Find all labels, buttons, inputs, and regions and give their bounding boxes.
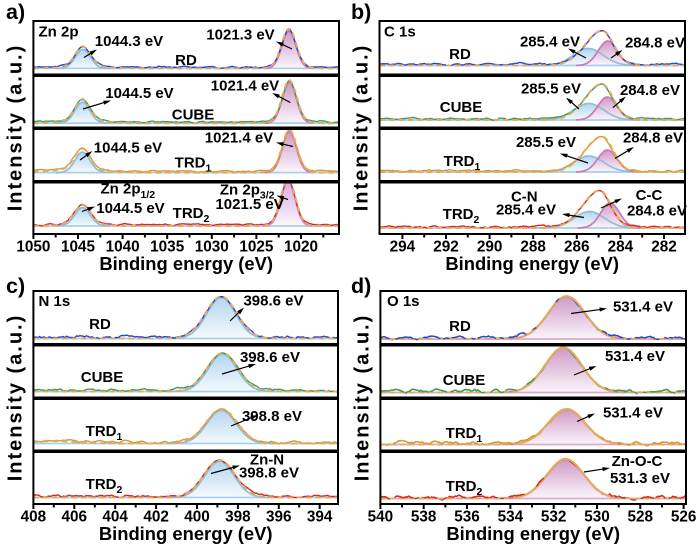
svg-text:CUBE: CUBE xyxy=(172,107,215,124)
svg-text:Binding energy (eV): Binding energy (eV) xyxy=(445,253,619,274)
svg-text:398.8 eV: 398.8 eV xyxy=(239,465,299,482)
svg-text:1025: 1025 xyxy=(239,239,274,256)
svg-text:1045: 1045 xyxy=(61,239,96,256)
svg-text:284.8 eV: 284.8 eV xyxy=(620,82,680,99)
svg-text:528: 528 xyxy=(628,509,654,526)
svg-text:O 1s: O 1s xyxy=(387,293,420,310)
svg-text:1021.4 eV: 1021.4 eV xyxy=(211,78,279,95)
svg-text:1050: 1050 xyxy=(16,239,50,256)
svg-text:1030: 1030 xyxy=(195,239,229,256)
svg-text:408: 408 xyxy=(21,509,47,526)
svg-text:a): a) xyxy=(6,0,25,24)
svg-text:398.6 eV: 398.6 eV xyxy=(243,293,303,310)
svg-text:286: 286 xyxy=(564,239,590,256)
svg-text:284: 284 xyxy=(608,239,634,256)
svg-text:C-C: C-C xyxy=(636,187,663,204)
svg-text:284.8 eV: 284.8 eV xyxy=(623,130,683,147)
svg-text:RD: RD xyxy=(175,52,197,69)
svg-text:Binding energy (eV): Binding energy (eV) xyxy=(99,253,273,274)
svg-text:290: 290 xyxy=(477,239,503,256)
svg-text:TRD2: TRD2 xyxy=(173,205,210,225)
svg-text:284.8 eV: 284.8 eV xyxy=(627,203,687,220)
svg-text:b): b) xyxy=(351,0,371,24)
svg-text:285.5 eV: 285.5 eV xyxy=(521,81,581,98)
svg-text:TRD2: TRD2 xyxy=(446,478,483,498)
svg-text:294: 294 xyxy=(390,239,416,256)
svg-text:1020: 1020 xyxy=(284,239,318,256)
svg-text:406: 406 xyxy=(62,509,88,526)
svg-text:1044.3 eV: 1044.3 eV xyxy=(95,33,163,50)
svg-text:CUBE: CUBE xyxy=(440,99,483,116)
svg-text:530: 530 xyxy=(584,509,610,526)
svg-text:538: 538 xyxy=(411,509,437,526)
svg-text:Binding energy (eV): Binding energy (eV) xyxy=(99,523,273,544)
svg-text:Zn-O-C: Zn-O-C xyxy=(612,453,663,470)
svg-text:532: 532 xyxy=(541,509,567,526)
svg-text:d): d) xyxy=(351,274,371,298)
svg-text:394: 394 xyxy=(307,509,333,526)
svg-text:Intensity (a.u.): Intensity (a.u.) xyxy=(5,44,27,212)
svg-text:285.4 eV: 285.4 eV xyxy=(496,202,556,219)
svg-text:1035: 1035 xyxy=(150,239,185,256)
svg-text:288: 288 xyxy=(520,239,546,256)
svg-text:CUBE: CUBE xyxy=(81,369,124,386)
svg-text:RD: RD xyxy=(449,46,471,63)
svg-text:1044.5 eV: 1044.5 eV xyxy=(96,200,164,217)
svg-text:398.6 eV: 398.6 eV xyxy=(240,349,300,366)
svg-text:285.4 eV: 285.4 eV xyxy=(520,34,580,51)
svg-text:526: 526 xyxy=(671,509,697,526)
svg-text:TRD2: TRD2 xyxy=(86,476,123,496)
svg-text:531.4 eV: 531.4 eV xyxy=(605,348,665,365)
svg-text:398: 398 xyxy=(225,509,251,526)
svg-text:Intensity (a.u.): Intensity (a.u.) xyxy=(5,314,27,482)
svg-text:TRD1: TRD1 xyxy=(446,425,483,445)
svg-text:C 1s: C 1s xyxy=(384,24,416,41)
svg-text:534: 534 xyxy=(498,509,524,526)
svg-text:TRD1: TRD1 xyxy=(86,423,123,443)
svg-text:1044.5 eV: 1044.5 eV xyxy=(94,140,162,157)
svg-text:540: 540 xyxy=(368,509,394,526)
svg-text:285.5 eV: 285.5 eV xyxy=(516,134,576,151)
svg-text:1021.3 eV: 1021.3 eV xyxy=(206,27,274,44)
svg-text:RD: RD xyxy=(449,318,471,335)
svg-text:CUBE: CUBE xyxy=(443,372,486,389)
svg-text:C-N: C-N xyxy=(511,189,538,206)
svg-text:RD: RD xyxy=(89,316,111,333)
svg-text:1021.4 eV: 1021.4 eV xyxy=(205,130,273,147)
svg-text:1040: 1040 xyxy=(106,239,140,256)
svg-text:TRD2: TRD2 xyxy=(443,206,480,226)
svg-text:536: 536 xyxy=(454,509,480,526)
svg-text:404: 404 xyxy=(102,509,128,526)
svg-text:Zn-N: Zn-N xyxy=(250,452,284,469)
svg-text:400: 400 xyxy=(184,509,210,526)
svg-text:531.4 eV: 531.4 eV xyxy=(613,299,673,316)
svg-text:c): c) xyxy=(6,274,25,298)
svg-text:282: 282 xyxy=(651,239,677,256)
svg-text:N 1s: N 1s xyxy=(39,293,71,310)
svg-text:TRD1: TRD1 xyxy=(444,153,481,173)
svg-text:TRD1: TRD1 xyxy=(175,155,212,175)
svg-text:531.4 eV: 531.4 eV xyxy=(603,405,663,422)
svg-text:1044.5 eV: 1044.5 eV xyxy=(105,85,173,102)
svg-text:Intensity (a.u.): Intensity (a.u.) xyxy=(351,44,373,212)
svg-text:292: 292 xyxy=(433,239,459,256)
svg-text:Intensity (a.u.): Intensity (a.u.) xyxy=(352,314,374,482)
svg-text:396: 396 xyxy=(266,509,292,526)
svg-text:1021.5 eV: 1021.5 eV xyxy=(215,196,283,213)
svg-text:531.3 eV: 531.3 eV xyxy=(610,470,670,487)
svg-text:284.8 eV: 284.8 eV xyxy=(625,35,685,52)
svg-text:402: 402 xyxy=(143,509,169,526)
svg-text:Binding energy (eV): Binding energy (eV) xyxy=(446,523,620,544)
svg-text:Zn 2p: Zn 2p xyxy=(39,24,79,41)
svg-text:398.8 eV: 398.8 eV xyxy=(242,408,302,425)
